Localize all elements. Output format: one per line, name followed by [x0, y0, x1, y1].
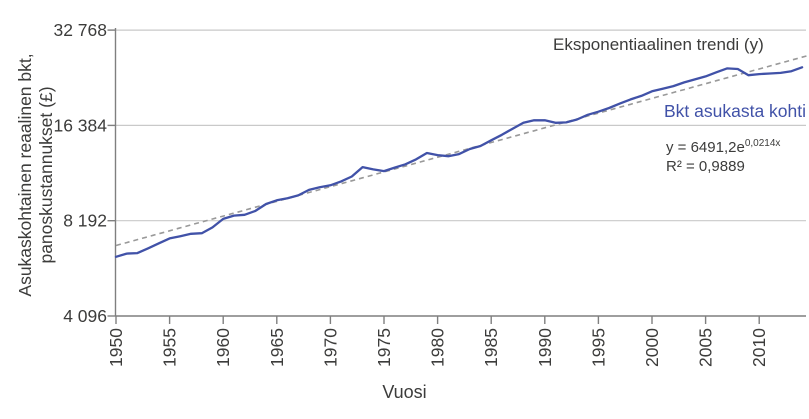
x-tick-label: 1965 [267, 328, 287, 367]
gdp-series-line [114, 66, 804, 258]
x-tick-label: 2005 [696, 328, 716, 367]
y-tick-label: 16 384 [53, 115, 107, 135]
x-tick-label: 1975 [374, 328, 394, 367]
y-axis-title-line2: panoskustannukset (£) [36, 86, 56, 264]
x-axis-title: Vuosi [382, 382, 427, 402]
x-tick-label: 2000 [642, 328, 662, 367]
x-tick-label: 1985 [481, 328, 501, 367]
r-squared-label: R² = 0,9889 [666, 158, 745, 175]
trend-equation: y = 6491,2e0,0214x [666, 138, 781, 157]
trend-label: Eksponentiaalinen trendi (y) [553, 35, 764, 54]
x-tick-label: 2010 [749, 328, 769, 367]
y-tick-label: 8 192 [63, 211, 107, 231]
trend-equation-base: y = 6491,2e [666, 139, 745, 156]
x-tick-label: 1980 [428, 328, 448, 367]
y-axis-title-line1: Asukaskohtainen reaalinen bkt, [15, 53, 35, 297]
y-tick-label: 4 096 [63, 306, 107, 326]
y-axis-title: Asukaskohtainen reaalinen bkt, panoskust… [15, 53, 57, 296]
y-tick-label: 32 768 [53, 20, 107, 40]
x-tick-label: 1970 [320, 328, 340, 367]
x-tick-label: 1955 [160, 328, 180, 367]
x-tick-label: 1995 [588, 328, 608, 367]
trend-equation-exponent: 0,0214x [744, 138, 781, 149]
x-tick-label: 1990 [535, 328, 555, 367]
trend-line [115, 54, 809, 247]
series-label: Bkt asukasta kohti [664, 101, 807, 121]
x-tick-label: 1960 [213, 328, 233, 367]
x-tick-label: 1950 [106, 328, 126, 367]
